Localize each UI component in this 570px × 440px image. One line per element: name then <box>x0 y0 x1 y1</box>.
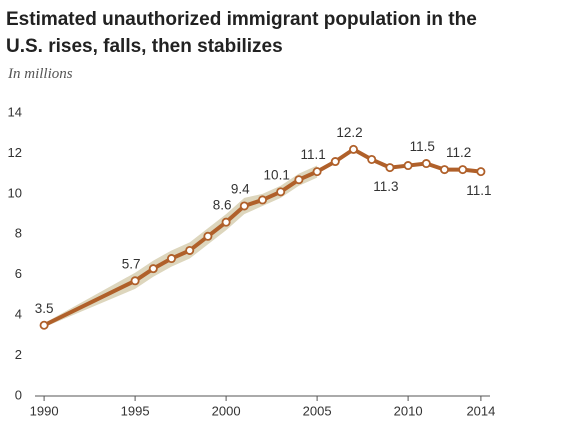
chart-subtitle: In millions <box>8 66 73 82</box>
data-label: 11.2 <box>446 145 471 160</box>
marker <box>276 187 286 197</box>
x-tick-label: 1990 <box>30 403 59 418</box>
marker <box>203 231 213 241</box>
marker <box>294 175 304 185</box>
marker <box>257 195 267 205</box>
marker <box>367 154 377 164</box>
data-label: 11.1 <box>466 183 491 198</box>
data-label: 8.6 <box>213 198 232 213</box>
marker <box>348 144 358 154</box>
marker <box>221 217 231 227</box>
marker <box>476 167 486 177</box>
data-label: 5.7 <box>122 256 141 271</box>
y-tick-label: 2 <box>15 347 22 362</box>
y-tick-label: 0 <box>15 387 22 402</box>
marker <box>185 245 195 255</box>
data-label: 11.1 <box>300 147 325 162</box>
y-tick-label: 4 <box>15 307 22 322</box>
data-label: 11.5 <box>410 139 435 154</box>
x-tick-label: 2014 <box>466 403 495 418</box>
y-tick-label: 8 <box>15 226 22 241</box>
marker <box>403 161 413 171</box>
marker <box>458 165 468 175</box>
marker <box>330 157 340 167</box>
data-label: 12.2 <box>336 125 362 140</box>
data-label: 9.4 <box>231 182 250 197</box>
marker <box>239 201 249 211</box>
marker <box>148 264 158 274</box>
x-tick-label: 1995 <box>121 403 150 418</box>
marker <box>439 165 449 175</box>
data-label: 3.5 <box>35 301 54 316</box>
y-tick-label: 10 <box>8 185 22 200</box>
marker <box>385 163 395 173</box>
marker <box>39 320 49 330</box>
x-tick-label: 2005 <box>303 403 332 418</box>
marker <box>166 254 176 264</box>
data-label: 11.3 <box>373 179 398 194</box>
marker <box>421 159 431 169</box>
y-tick-label: 12 <box>8 145 22 160</box>
y-tick-label: 6 <box>15 266 22 281</box>
marker <box>312 167 322 177</box>
marker <box>130 276 140 286</box>
chart-title: Estimated unauthorized immigrant populat… <box>6 9 477 57</box>
x-tick-label: 2000 <box>212 403 241 418</box>
y-tick-label: 14 <box>8 104 22 119</box>
x-tick-label: 2010 <box>394 403 423 418</box>
data-label: 10.1 <box>264 167 290 182</box>
